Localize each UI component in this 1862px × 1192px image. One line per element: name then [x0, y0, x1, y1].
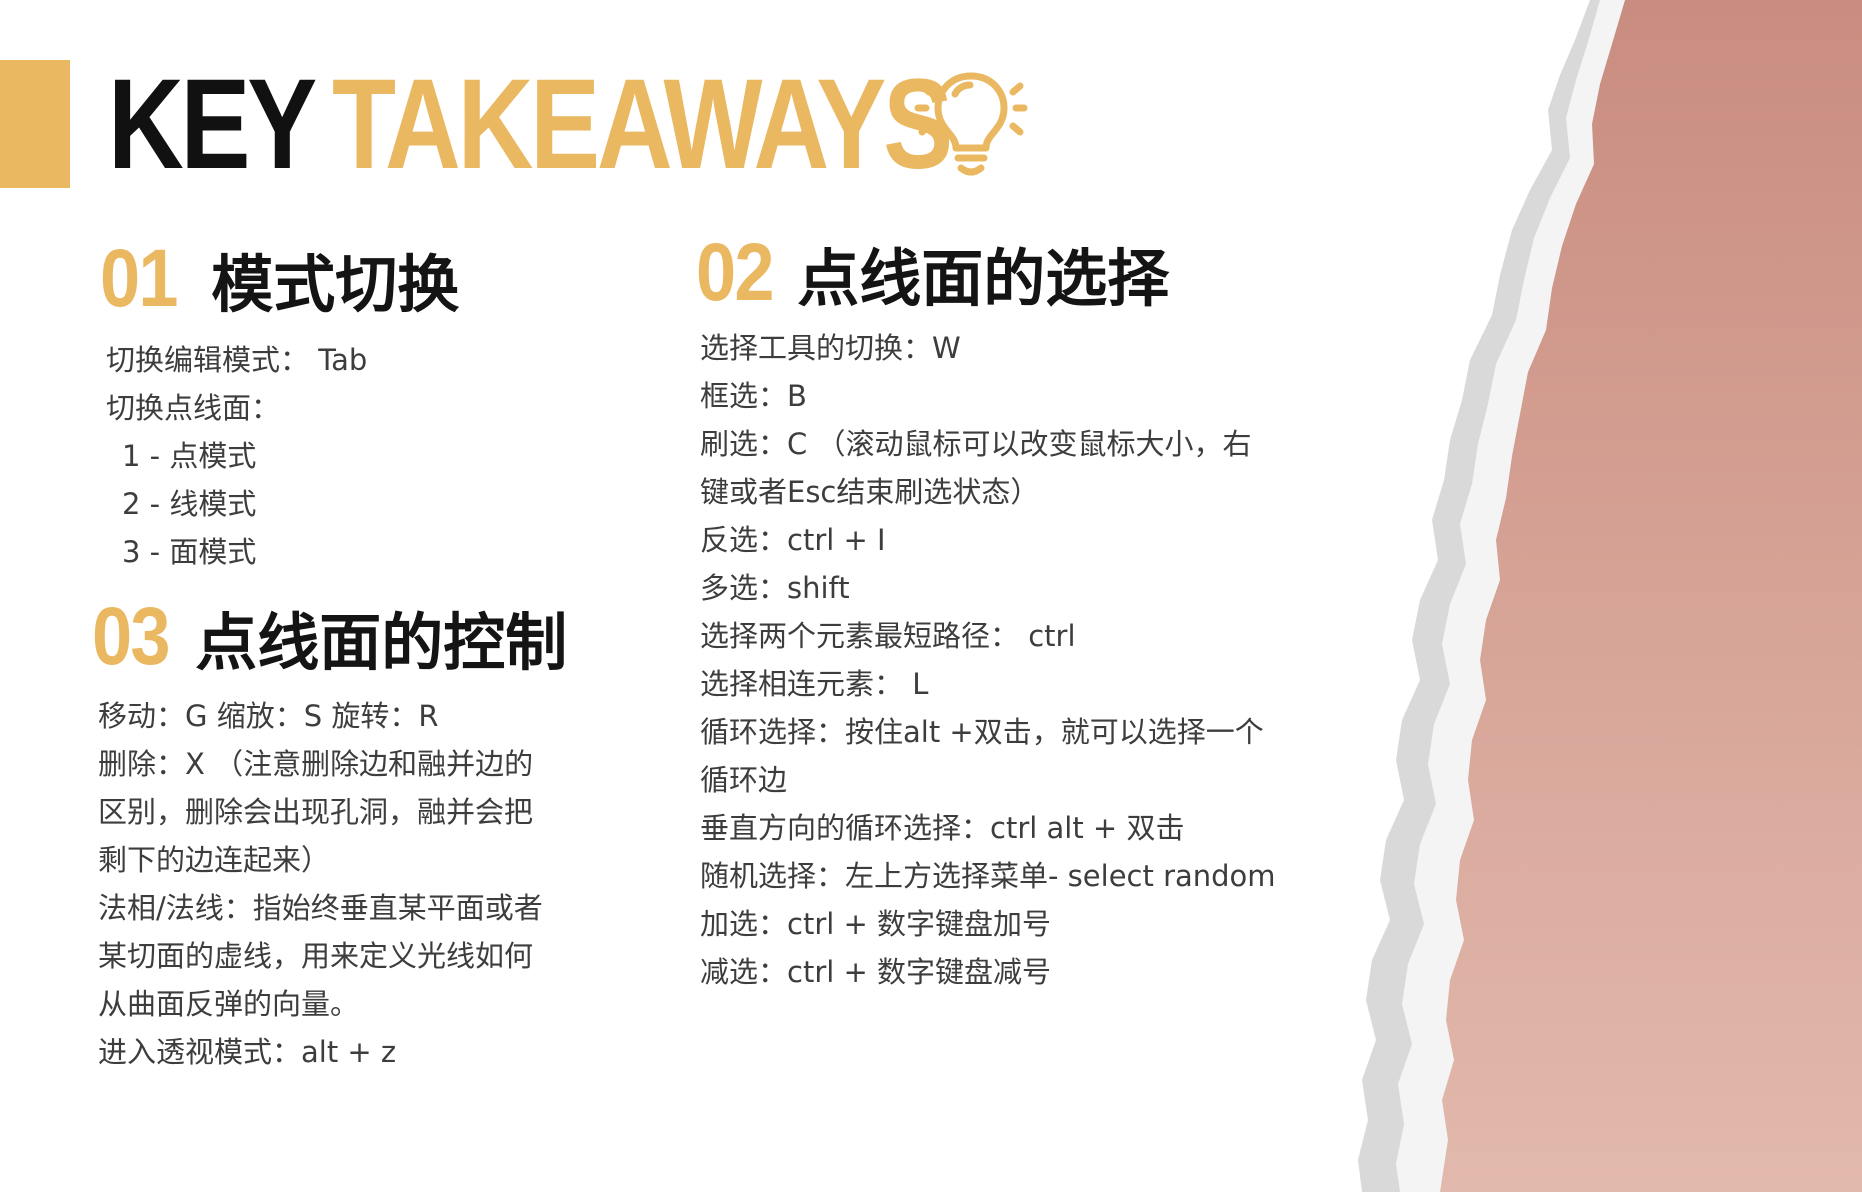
list-item: 框选：B [700, 379, 807, 413]
list-item: 选择相连元素： L [700, 667, 929, 701]
list-item: 从曲面反弹的向量。 [98, 987, 360, 1021]
torn-paper-pink [1440, 0, 1862, 1192]
section-02-number: 02 [696, 227, 775, 318]
title-key: KEY [108, 53, 317, 196]
list-item: 多选：shift [700, 571, 850, 605]
list-item: 反选：ctrl + I [700, 523, 886, 557]
section-03: 03 点线面的控制 移动：G 缩放：S 旋转：R 删除：X （注意删除边和融并边… [92, 590, 567, 1076]
list-item: 1 - 点模式 [122, 439, 257, 473]
title-takeaways: TAKEAWAYS [332, 53, 953, 196]
list-item: 剩下的边连起来） [98, 843, 331, 877]
list-item: 进入透视模式：alt + z [98, 1035, 397, 1069]
lightbulb-icon [914, 72, 1028, 176]
list-item: 3 - 面模式 [122, 535, 257, 569]
list-item: 区别，删除会出现孔洞，融并会把 [98, 795, 534, 829]
list-item: 某切面的虚线，用来定义光线如何 [98, 939, 534, 973]
list-item: 切换点线面： [106, 391, 281, 425]
section-01-number: 01 [100, 233, 179, 324]
list-item: 切换编辑模式： Tab [106, 343, 368, 377]
torn-edge-grey [1358, 0, 1862, 1192]
torn-edge-white [1396, 0, 1862, 1192]
section-02-heading: 02 点线面的选择 [696, 226, 1276, 320]
section-03-heading: 03 点线面的控制 [92, 590, 567, 684]
page-title: KEY TAKEAWAYS [108, 50, 953, 200]
section-01-heading: 01 模式切换 [100, 232, 459, 326]
section-03-lines: 移动：G 缩放：S 旋转：R 删除：X （注意删除边和融并边的 区别，删除会出现… [98, 692, 567, 1076]
list-item: 随机选择：左上方选择菜单- select random [700, 859, 1276, 893]
section-02-title: 点线面的选择 [797, 242, 1170, 315]
section-03-number: 03 [92, 591, 171, 682]
list-item: 移动：G 缩放：S 旋转：R [98, 699, 439, 733]
list-item: 2 - 线模式 [122, 487, 257, 521]
list-item: 垂直方向的循环选择：ctrl alt + 双击 [700, 811, 1185, 845]
list-item: 选择工具的切换：W [700, 331, 961, 365]
accent-bar [0, 60, 70, 188]
list-item: 法相/法线：指始终垂直某平面或者 [98, 891, 543, 925]
list-item: 循环边 [700, 763, 788, 797]
list-item: 键或者Esc结束刷选状态） [700, 475, 1040, 509]
list-item: 删除：X （注意删除边和融并边的 [98, 747, 534, 781]
list-item: 加选：ctrl + 数字键盘加号 [700, 907, 1052, 941]
section-01-title: 模式切换 [211, 248, 460, 321]
section-01-lines: 切换编辑模式： Tab 切换点线面： 1 - 点模式 2 - 线模式 3 - 面… [106, 336, 459, 576]
section-03-title: 点线面的控制 [195, 606, 568, 679]
list-item: 刷选：C （滚动鼠标可以改变鼠标大小，右 [700, 427, 1252, 461]
list-item: 减选：ctrl + 数字键盘减号 [700, 955, 1052, 989]
section-01: 01 模式切换 切换编辑模式： Tab 切换点线面： 1 - 点模式 2 - 线… [100, 232, 459, 576]
list-item: 循环选择：按住alt +双击，就可以选择一个 [700, 715, 1264, 749]
section-02: 02 点线面的选择 选择工具的切换：W 框选：B 刷选：C （滚动鼠标可以改变鼠… [696, 226, 1276, 996]
list-item: 选择两个元素最短路径： ctrl [700, 619, 1076, 653]
section-02-lines: 选择工具的切换：W 框选：B 刷选：C （滚动鼠标可以改变鼠标大小，右 键或者E… [700, 324, 1276, 996]
